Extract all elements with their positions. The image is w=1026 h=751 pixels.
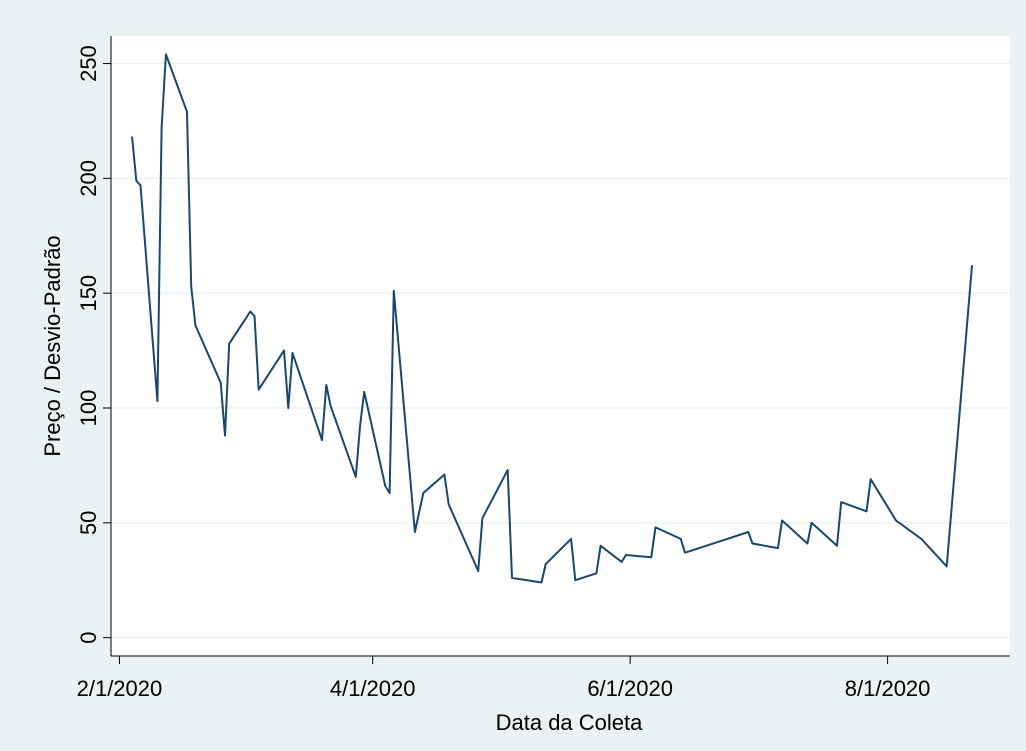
data-point	[810, 522, 813, 524]
series-points	[131, 53, 973, 584]
data-point	[781, 519, 783, 522]
data-point	[253, 315, 256, 317]
data-point	[359, 425, 361, 428]
data-point	[224, 434, 226, 437]
data-point	[392, 290, 395, 292]
data-point	[160, 127, 163, 129]
data-point	[747, 531, 750, 533]
data-point	[384, 485, 387, 487]
data-point	[325, 384, 328, 386]
data-point	[219, 381, 222, 384]
data-point	[971, 264, 973, 267]
data-point	[186, 110, 188, 113]
data-point	[363, 391, 366, 393]
gridlines	[111, 62, 1010, 639]
y-tick-label: 150	[76, 275, 101, 312]
data-point	[544, 563, 547, 565]
x-axis-title: Data da Coleta	[496, 710, 644, 735]
data-point	[447, 503, 450, 506]
data-point	[777, 547, 779, 549]
x-tick-label: 4/1/2020	[330, 676, 416, 701]
data-point	[945, 565, 948, 568]
series-line	[131, 53, 973, 584]
data-point	[287, 407, 290, 409]
data-point	[139, 184, 142, 187]
data-point	[595, 572, 598, 575]
data-point	[895, 519, 897, 522]
x-tick-label: 8/1/2020	[845, 676, 931, 701]
plot-area	[111, 36, 1010, 656]
data-point	[481, 517, 484, 520]
data-point	[190, 285, 192, 288]
y-tick-label: 250	[76, 45, 101, 82]
data-point	[422, 492, 425, 494]
data-point	[654, 526, 657, 529]
data-point	[477, 570, 479, 572]
data-point	[414, 531, 416, 533]
x-axis-ticks: 2/1/2020 4/1/2020 6/1/2020 8/1/2020	[77, 656, 931, 701]
y-tick-label: 50	[76, 511, 101, 535]
data-point	[249, 310, 252, 313]
data-point	[679, 538, 682, 540]
x-tick-label: 6/1/2020	[587, 676, 673, 701]
data-point	[570, 538, 572, 540]
data-point	[840, 501, 842, 503]
data-point	[574, 579, 577, 582]
data-point	[228, 342, 230, 345]
data-point	[599, 544, 602, 547]
data-point	[625, 554, 627, 556]
data-point	[291, 352, 294, 354]
data-point	[354, 476, 357, 478]
data-point	[865, 510, 868, 513]
data-point	[869, 478, 872, 480]
y-axis-title: Preço / Desvio-Padrão	[40, 235, 65, 456]
y-axis-ticks: 0 50 100 150 200 250	[76, 45, 111, 644]
data-point	[836, 544, 838, 547]
data-point	[283, 349, 285, 352]
data-point	[751, 542, 754, 545]
data-point	[131, 136, 133, 138]
data-point	[684, 551, 686, 554]
y-tick-label: 0	[76, 632, 101, 644]
data-point	[194, 324, 197, 327]
data-point	[443, 473, 446, 476]
data-point	[388, 492, 391, 494]
data-point	[165, 53, 167, 56]
data-point	[511, 577, 513, 579]
y-tick-label: 200	[76, 160, 101, 197]
data-point	[806, 542, 809, 545]
data-point	[540, 581, 543, 584]
data-point	[726, 538, 729, 540]
data-point	[329, 404, 332, 407]
data-point	[321, 439, 323, 441]
y-tick-label: 100	[76, 390, 101, 427]
data-point	[156, 400, 159, 402]
data-point	[650, 556, 653, 559]
data-point	[506, 469, 509, 471]
data-point	[257, 388, 260, 391]
data-point	[620, 561, 623, 563]
x-tick-label: 2/1/2020	[77, 676, 163, 701]
data-point	[135, 179, 138, 182]
data-point	[920, 538, 923, 540]
